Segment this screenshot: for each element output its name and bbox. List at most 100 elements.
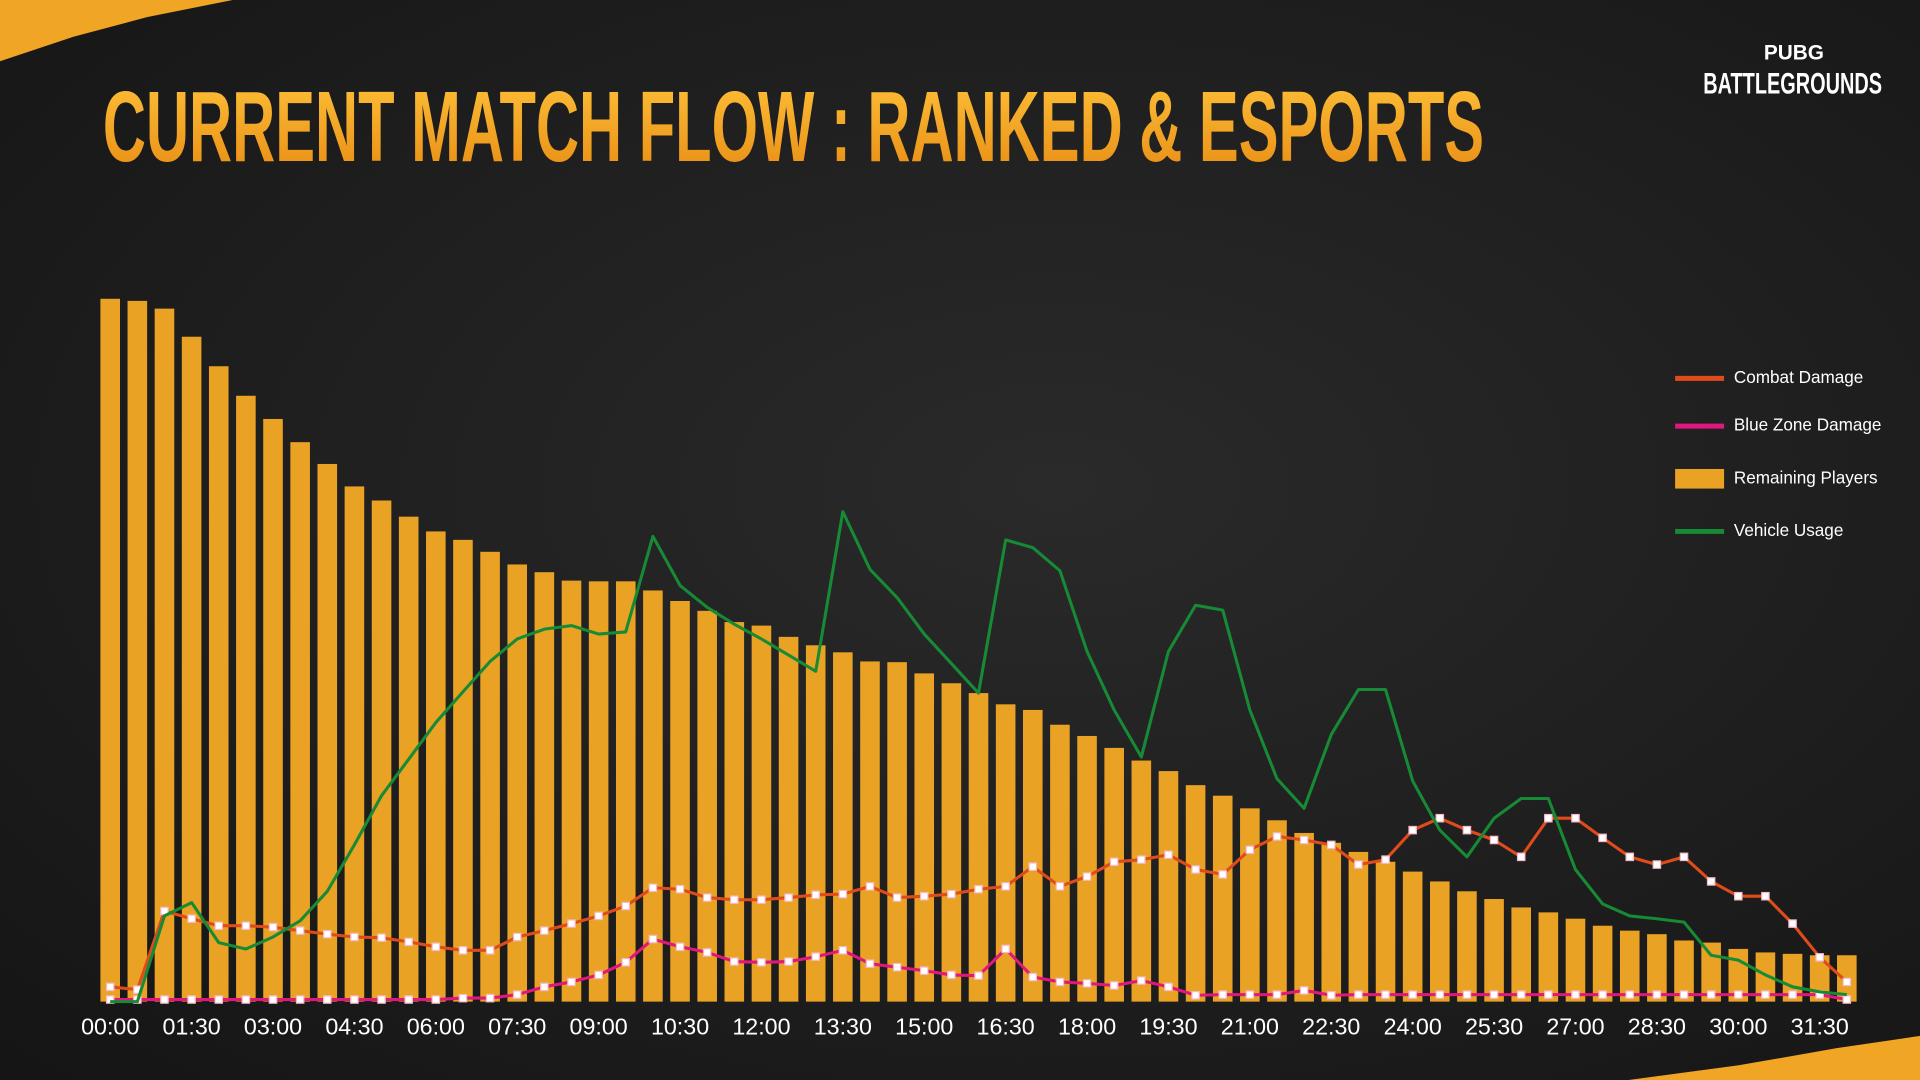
bar [371, 500, 392, 1002]
bar [1402, 871, 1423, 1002]
point [1272, 832, 1282, 841]
point [377, 995, 386, 1004]
point [1218, 990, 1228, 999]
point [594, 970, 603, 980]
point [567, 977, 576, 987]
bar [615, 581, 636, 1002]
bar [1050, 724, 1070, 1002]
point [1679, 852, 1689, 862]
point [241, 995, 251, 1004]
x-tick-label: 12:00 [732, 1014, 790, 1040]
bar [453, 539, 473, 1002]
legend-label: Remaining Players [1734, 467, 1878, 487]
point [1055, 977, 1065, 987]
point [295, 995, 305, 1004]
point [1544, 990, 1553, 999]
x-tick-label: 06:00 [407, 1014, 465, 1040]
bar [1782, 953, 1803, 1002]
point [1788, 919, 1797, 928]
bar [181, 336, 202, 1002]
point [1516, 852, 1526, 862]
bar [833, 652, 853, 1002]
point [702, 948, 712, 957]
point [431, 995, 441, 1004]
point [1652, 990, 1662, 999]
point [1489, 990, 1499, 999]
point [1028, 862, 1038, 871]
bar [1484, 899, 1504, 1002]
bar [127, 300, 148, 1002]
point [865, 882, 875, 891]
bar [643, 590, 663, 1002]
point [1571, 990, 1580, 999]
bar [1375, 861, 1396, 1002]
point [838, 889, 848, 899]
point [811, 890, 820, 900]
point [1137, 855, 1146, 864]
point [621, 957, 631, 967]
point [1381, 990, 1390, 999]
bar [670, 601, 690, 1002]
point [1733, 891, 1743, 901]
point [350, 995, 359, 1004]
point [621, 901, 631, 911]
point [648, 934, 658, 944]
x-tick-label: 10:30 [651, 1014, 709, 1040]
bar [1538, 912, 1559, 1002]
bar [1212, 795, 1233, 1002]
bar [561, 580, 582, 1002]
bar [507, 564, 528, 1002]
point [757, 957, 766, 967]
point [1191, 991, 1200, 1000]
point [947, 970, 956, 980]
x-tick-label: 21:00 [1221, 1014, 1279, 1040]
point [648, 883, 658, 893]
bar [860, 661, 880, 1002]
point [919, 891, 929, 901]
chart-title: CURRENT MATCH FLOW : RANKED & ESPORTS [103, 71, 1484, 183]
point [1245, 990, 1255, 999]
point [1706, 990, 1716, 999]
point [702, 893, 712, 902]
bar [1565, 918, 1586, 1002]
point [1299, 986, 1309, 995]
point [322, 995, 332, 1004]
point [160, 995, 169, 1004]
bar [1619, 930, 1640, 1002]
point [1326, 840, 1336, 850]
bar [1430, 881, 1450, 1002]
legend-label: Combat Damage [1734, 367, 1863, 387]
corner-brush [0, 0, 233, 62]
point [268, 995, 278, 1004]
point [350, 932, 359, 942]
point [865, 959, 875, 968]
point [512, 990, 522, 999]
bar [1267, 820, 1287, 1002]
point [1164, 982, 1173, 992]
bar [100, 298, 120, 1002]
point [1082, 979, 1092, 988]
point [540, 926, 549, 935]
point [1408, 990, 1417, 999]
point [567, 919, 576, 928]
x-tick-label: 15:00 [895, 1014, 953, 1040]
x-tick-label: 27:00 [1546, 1014, 1604, 1040]
point [540, 982, 549, 992]
x-tick-label: 22:30 [1302, 1014, 1360, 1040]
point [1761, 990, 1770, 999]
point [675, 884, 685, 894]
x-tick-label: 31:30 [1791, 1014, 1849, 1040]
point [757, 895, 766, 905]
x-axis: 00:00 01:30 03:00 04:30 06:00 07:30 09:00 10:30… [81, 1014, 1849, 1040]
bar [1185, 785, 1206, 1002]
bar [697, 610, 717, 1002]
x-tick-label: 19:30 [1139, 1014, 1197, 1040]
bar [1348, 851, 1369, 1002]
point [268, 922, 278, 932]
point [1815, 953, 1824, 962]
bar [751, 625, 772, 1002]
bar [1022, 709, 1043, 1002]
point [214, 995, 224, 1004]
point [974, 971, 983, 980]
